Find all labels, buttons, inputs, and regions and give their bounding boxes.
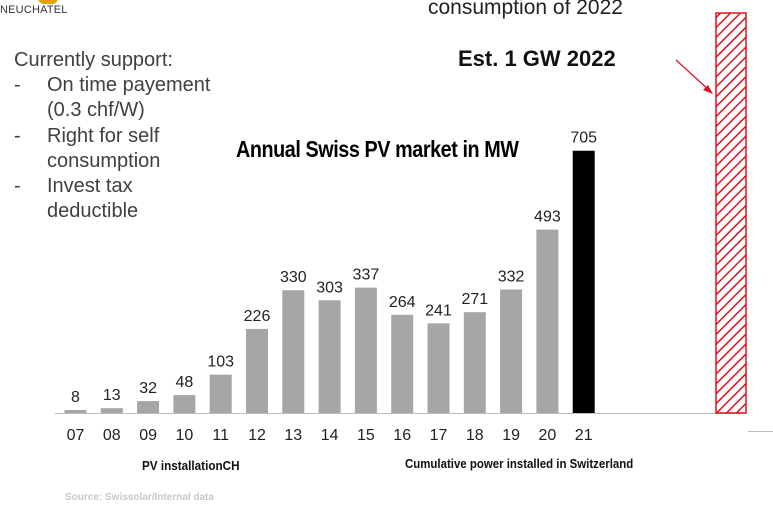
tick-label-21: 21: [575, 427, 593, 444]
tick-label-16: 16: [393, 427, 411, 444]
tick-label-09: 09: [139, 427, 157, 444]
bar-10: [173, 395, 196, 413]
estimate-label: Est. 1 GW 2022: [458, 46, 616, 71]
logo-mark-icon: [38, 0, 58, 4]
estimate-arrow-head: [703, 85, 713, 94]
tick-label-17: 17: [430, 427, 448, 444]
bar-09: [137, 401, 160, 413]
bar-11: [209, 374, 232, 413]
tick-label-13: 13: [284, 427, 302, 444]
data-label-14: 303: [316, 279, 343, 296]
data-label-20: 493: [534, 209, 561, 226]
support-item: Invest tax deductible: [14, 174, 214, 224]
tick-label-15: 15: [357, 427, 375, 444]
support-item: Right for self consumption: [14, 124, 214, 174]
data-label-19: 332: [498, 268, 525, 285]
data-label-10: 48: [176, 374, 194, 391]
support-item: On time payement (0.3 chf/W): [14, 73, 214, 123]
tick-label-19: 19: [502, 427, 520, 444]
data-label-16: 264: [389, 294, 416, 311]
logo-text: NEUCHATEL: [0, 4, 68, 16]
support-list: Currently support: On time payement (0.3…: [14, 48, 214, 224]
bar-07: [64, 410, 87, 413]
tick-label-14: 14: [321, 427, 339, 444]
bar-20: [536, 229, 559, 413]
data-label-17: 241: [425, 302, 452, 319]
chart-title: Annual Swiss PV market in MW: [236, 136, 519, 162]
bar-08: [100, 408, 123, 413]
data-label-18: 271: [461, 291, 488, 308]
data-label-11: 103: [207, 354, 234, 371]
data-label-15: 337: [353, 267, 380, 284]
bar-14: [318, 300, 341, 413]
data-label-21: 705: [570, 130, 597, 147]
tick-label-10: 10: [176, 427, 194, 444]
bar-21: [572, 150, 595, 414]
tick-label-20: 20: [539, 427, 557, 444]
tick-label-11: 11: [212, 427, 229, 444]
cumulative-label: Cumulative power installed in Switzerlan…: [405, 456, 634, 471]
logo: NEUCHATEL: [0, 0, 70, 18]
tick-label-18: 18: [466, 427, 484, 444]
top-caption: consumption of 2022: [428, 0, 623, 19]
bar-19: [500, 289, 523, 413]
estimate-bar-2022: [715, 12, 747, 414]
bar-16: [391, 314, 414, 413]
tick-label-07: 07: [67, 427, 85, 444]
estimate-arrow: [675, 59, 711, 92]
bar-15: [354, 287, 377, 413]
data-label-07: 8: [71, 389, 80, 406]
data-label-09: 32: [139, 380, 157, 397]
bar-13: [282, 290, 305, 413]
tick-label-12: 12: [248, 427, 266, 444]
bar-17: [427, 323, 450, 413]
pv-installation-label: PV installationCH: [142, 458, 240, 473]
data-label-08: 13: [103, 387, 121, 404]
bar-12: [246, 328, 268, 413]
tick-label-08: 08: [103, 427, 121, 444]
source-note: Source: Swissolar/Internal data: [65, 492, 214, 503]
bar-18: [463, 312, 486, 413]
data-label-12: 226: [244, 308, 271, 325]
support-heading: Currently support:: [14, 49, 173, 71]
data-label-13: 330: [280, 269, 307, 286]
